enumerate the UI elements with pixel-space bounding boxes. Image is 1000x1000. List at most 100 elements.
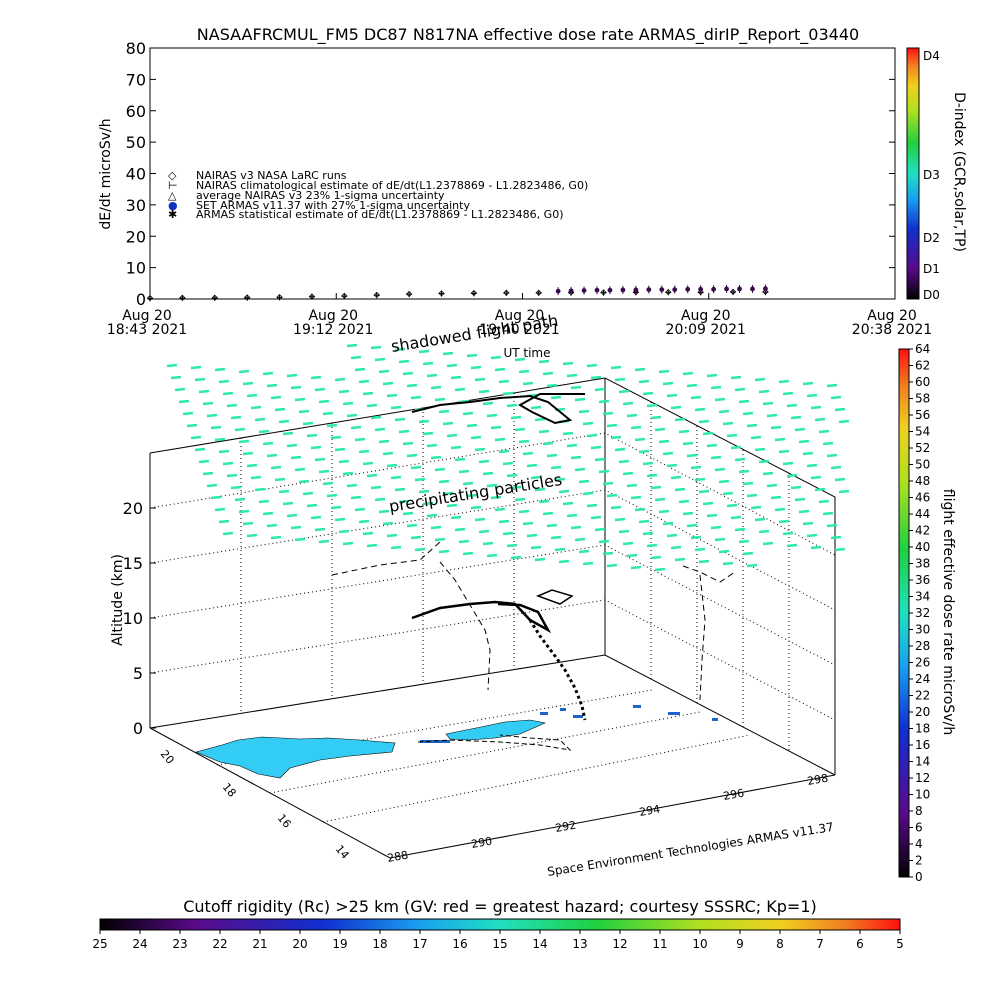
precip-mark [642,391,654,396]
legend-symbol: ● [168,199,178,212]
precip-mark [186,423,198,428]
precip-mark [502,461,514,466]
precip-mark [606,423,618,428]
precip-mark [262,511,274,516]
precip-mark [274,477,286,482]
precip-mark [462,481,474,486]
precip-mark [474,377,486,382]
legend-symbol: ✱ [168,208,177,221]
precip-mark [354,367,366,372]
precip-mark [690,535,702,540]
legend-symbol: ⊢ [168,179,178,192]
precip-mark [542,441,554,446]
precip-mark [346,343,358,348]
precip-mark [474,517,486,522]
legend-label: NAIRAS climatological estimate of dE/dt(… [196,179,588,192]
rigidity-tick-label: 5 [896,937,904,951]
precip-mark [834,477,846,482]
precip-mark [562,431,574,436]
precip-mark [466,493,478,498]
precip-mark [226,473,238,478]
precip-mark [234,497,246,502]
precip-mark [674,487,686,492]
lat-tick-label: 16 [275,812,294,831]
precip-mark [646,403,658,408]
precip-mark [554,477,566,482]
precip-mark [602,551,614,556]
precip-mark [838,419,850,424]
precip-mark [326,493,338,498]
box-back-edges [149,377,836,775]
precip-mark [206,483,218,488]
precip-mark [318,399,330,404]
climatology-point [308,293,315,300]
precip-mark [542,371,554,376]
precip-mark [214,367,226,372]
precip-mark [666,393,678,398]
climatology-point [147,295,153,302]
lon-tick-label: 294 [638,803,661,819]
precip-mark [446,433,458,438]
precip-mark [222,531,234,536]
precip-mark [286,513,298,518]
precip-mark [214,437,226,442]
precip-mark [242,451,254,456]
precip-mark [454,527,466,532]
precip-mark [434,537,446,542]
precip-mark [722,491,734,496]
precip-mark [250,405,262,410]
precip-mark [454,387,466,392]
precip-mark [598,539,610,544]
precip-mark [506,543,518,548]
x-tick-time: 20:09 2021 [666,322,746,338]
x-tick-time: 19:40 2021 [479,322,559,338]
precip-mark [806,533,818,538]
precip-mark [210,425,222,430]
precip-mark [622,471,634,476]
precip-mark [794,427,806,432]
precip-mark [530,405,542,410]
precip-mark [330,505,342,510]
precip-mark [698,559,710,564]
precip-mark [558,559,570,564]
precip-mark [170,375,182,380]
precip-mark [734,387,746,392]
precip-mark [278,419,290,424]
precip-mark [686,523,698,528]
lon-tick-label: 292 [554,819,577,835]
precip-mark [638,379,650,384]
precip-mark [278,489,290,494]
precip-mark [514,427,526,432]
precip-mark [282,431,294,436]
precip-mark [754,517,766,522]
timeseries-legend: ◇ NAIRAS v3 NASA LaRC runs ⊢ NAIRAS clim… [168,169,588,221]
climatology-point [341,293,348,300]
precip-mark [586,503,598,508]
precip-mark [610,435,622,440]
precip-mark [550,535,562,540]
precip-mark [362,461,374,466]
rigidity-tick-label: 10 [692,937,707,951]
precip-mark [674,557,686,562]
dose-tick-label: 48 [915,474,930,488]
climatology-point [244,294,251,301]
precip-mark [462,411,474,416]
precip-mark [210,495,222,500]
precip-mark [746,423,758,428]
precip-mark [814,487,826,492]
armas-point [724,286,729,292]
precip-mark [202,401,214,406]
precip-mark [310,375,322,380]
precip-mark [702,501,714,506]
dose-tick-label: 0 [915,870,923,884]
longitude-ticks: 288 290 292 294 296 298 [386,772,829,865]
armas-point [685,286,691,292]
precip-mark [654,427,666,432]
timeseries-xlabel: UT time [503,346,550,360]
precip-mark [430,525,442,530]
precip-mark [550,395,562,400]
x-tick-time: 20:38 2021 [852,322,932,338]
precip-mark [490,495,502,500]
precip-mark [418,419,430,424]
precip-mark [774,507,786,512]
